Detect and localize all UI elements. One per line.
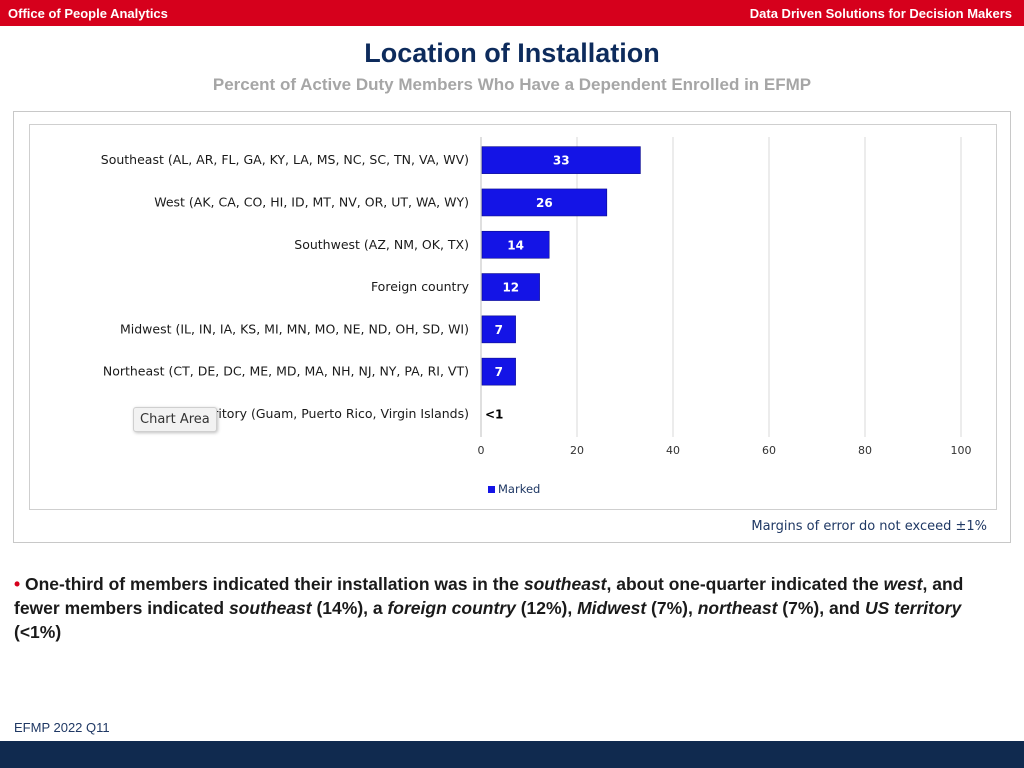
- x-tick-label: 20: [570, 444, 584, 457]
- x-tick-label: 60: [762, 444, 776, 457]
- header-bar: Office of People Analytics Data Driven S…: [0, 0, 1024, 26]
- category-label: Southeast (AL, AR, FL, GA, KY, LA, MS, N…: [101, 152, 469, 167]
- note-text-part: (14%), a: [311, 598, 388, 618]
- bar-value-label: 26: [536, 196, 553, 210]
- bar: [481, 188, 608, 217]
- category-label: West (AK, CA, CO, HI, ID, MT, NV, OR, UT…: [154, 194, 469, 209]
- x-tick-label: 40: [666, 444, 680, 457]
- page-title: Location of Installation: [364, 38, 660, 68]
- category-label: Midwest (IL, IN, IA, KS, MI, MN, MO, NE,…: [120, 321, 469, 336]
- note-text-part: (7%),: [646, 598, 698, 618]
- emphasis-text: west: [883, 574, 923, 594]
- margin-of-error-note: Margins of error do not exceed ±1%: [751, 519, 987, 534]
- page-subtitle: Percent of Active Duty Members Who Have …: [212, 75, 812, 94]
- org-name: Office of People Analytics: [8, 6, 168, 21]
- emphasis-text: southeast: [523, 574, 607, 594]
- note-text-part: (<1%): [14, 622, 62, 642]
- bar-value-label: 7: [495, 365, 503, 379]
- note-text-part: One-third of members indicated their ins…: [20, 574, 524, 594]
- x-tick-label: 80: [858, 444, 872, 457]
- note-text-part: (12%),: [515, 598, 578, 618]
- bar: [481, 273, 540, 301]
- bar: [481, 357, 516, 386]
- x-tick-label: 0: [478, 444, 485, 457]
- summary-text: One-third of members indicated their ins…: [14, 574, 963, 642]
- bar-value-label: 14: [507, 238, 524, 252]
- chart-area-tooltip: Chart Area: [133, 407, 217, 432]
- footer-bar: [0, 741, 1024, 768]
- bar-value-label: 12: [502, 281, 519, 295]
- footer-label: EFMP 2022 Q11: [14, 720, 110, 735]
- bullet-icon: •: [14, 574, 21, 594]
- bar: [481, 315, 516, 344]
- note-text-part: , and fewer members indicated: [14, 574, 964, 618]
- bar-value-label: <1: [485, 407, 503, 421]
- bar: [481, 146, 641, 174]
- category-label: Southwest (AZ, NM, OK, TX): [294, 237, 469, 252]
- x-tick-label: 100: [951, 444, 972, 457]
- emphasis-text: northeast: [697, 598, 778, 618]
- category-label: Northeast (CT, DE, DC, ME, MD, MA, NH, N…: [103, 364, 469, 379]
- emphasis-text: Midwest: [577, 598, 647, 618]
- bar-value-label: 33: [553, 154, 570, 168]
- note-text-part: (7%), and: [777, 598, 865, 618]
- category-label: US territory (Guam, Puerto Rico, Virgin …: [175, 406, 469, 421]
- bar: [481, 230, 550, 259]
- emphasis-text: southeast: [228, 598, 312, 618]
- emphasis-text: foreign country: [387, 598, 516, 618]
- summary-note: • One-third of members indicated their i…: [14, 572, 1004, 644]
- emphasis-text: US territory: [864, 598, 962, 618]
- bar-value-label: 7: [495, 323, 503, 337]
- legend-swatch: [488, 486, 495, 493]
- category-label: Foreign country: [371, 279, 470, 294]
- legend-label: Marked: [498, 482, 540, 496]
- tagline: Data Driven Solutions for Decision Maker…: [749, 6, 1012, 21]
- note-text-part: , about one-quarter indicated the: [606, 574, 884, 594]
